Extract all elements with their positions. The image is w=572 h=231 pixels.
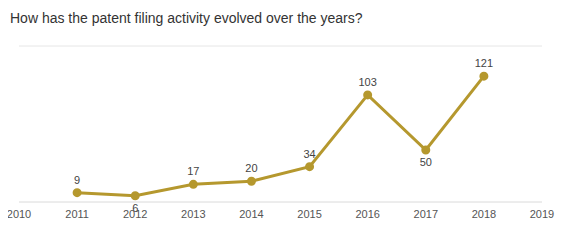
svg-text:2016: 2016 <box>355 208 379 220</box>
svg-text:6: 6 <box>132 202 138 214</box>
svg-text:2011: 2011 <box>65 208 89 220</box>
html-text:How has the patent filing acti: How has the patent filing activity evolv… <box>10 10 363 26</box>
svg-text:20: 20 <box>245 162 257 174</box>
svg-text:2019: 2019 <box>530 208 554 220</box>
svg-text:2015: 2015 <box>297 208 321 220</box>
svg-text:34: 34 <box>303 148 315 160</box>
svg-text:121: 121 <box>475 57 493 69</box>
svg-text:2018: 2018 <box>472 208 496 220</box>
svg-text:50: 50 <box>420 156 432 168</box>
svg-text:2017: 2017 <box>414 208 438 220</box>
svg-text:9: 9 <box>74 174 80 186</box>
svg-text:103: 103 <box>358 76 376 88</box>
svg-text:2012: 2012 <box>123 207 148 220</box>
svg-text:2010: 2010 <box>8 208 31 220</box>
svg-text:2013: 2013 <box>181 208 205 220</box>
svg-text:2014: 2014 <box>239 208 263 220</box>
svg-text:17: 17 <box>187 165 199 177</box>
